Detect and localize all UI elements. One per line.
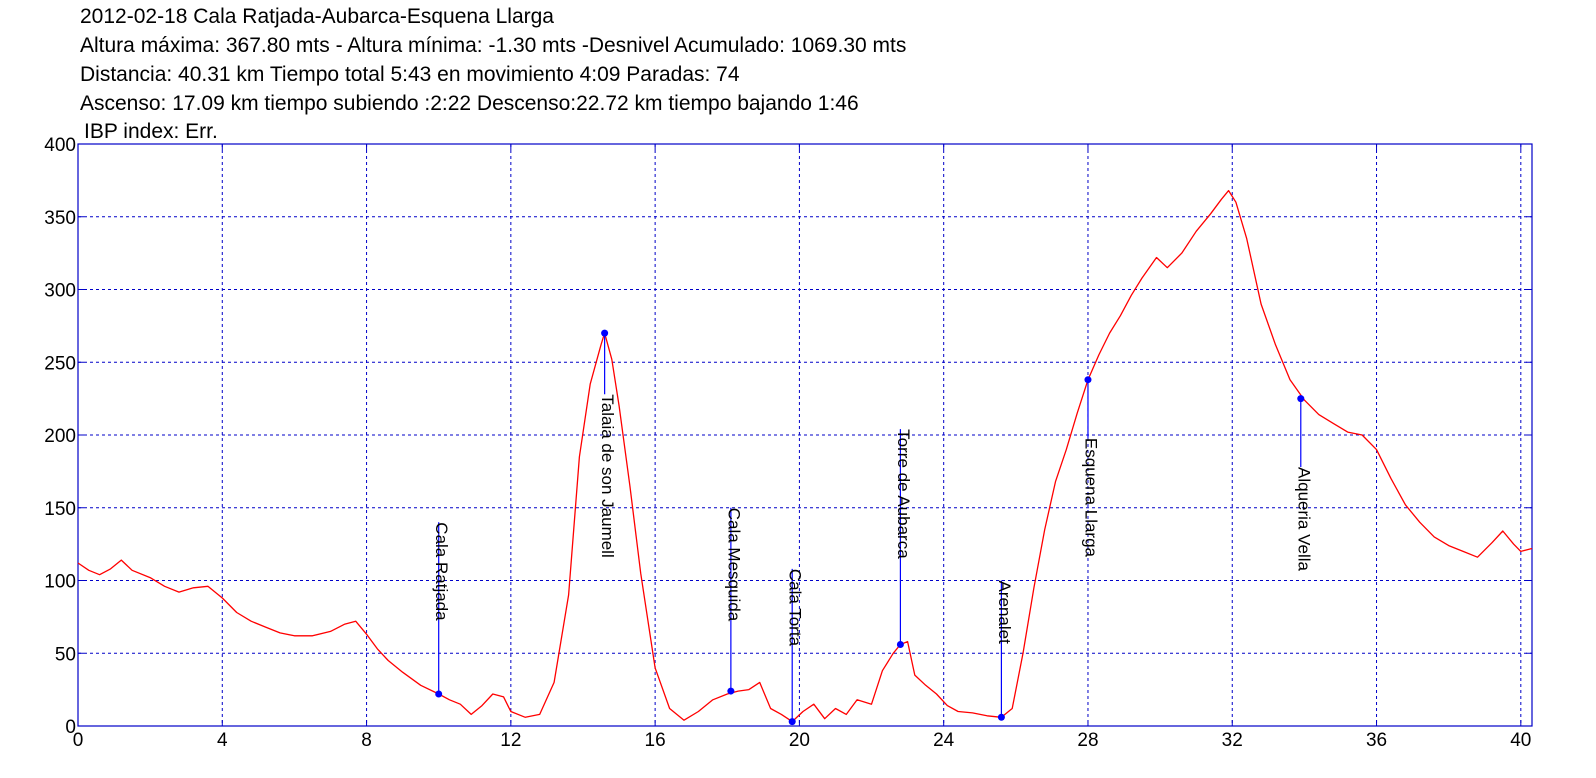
y-tick-label: 300 (44, 281, 76, 302)
waypoints: Cala Ratjada Talaia de son Jaumell Cala Me… (432, 329, 1313, 726)
y-tick-label: 50 (55, 644, 76, 665)
waypoint-label: Cala Torta (786, 569, 805, 647)
waypoint: Esquena Llarga (1081, 376, 1100, 558)
x-tick-label: 40 (1510, 730, 1531, 751)
elevation-line (77, 189, 1533, 723)
waypoint: Arenalet (995, 580, 1014, 721)
waypoint: Cala Ratjada (432, 522, 451, 698)
ibp-index: IBP index: Err. (84, 120, 218, 143)
waypoint-marker (435, 690, 443, 698)
altitude-summary: Altura máxima: 367.80 mts - Altura mínim… (80, 34, 907, 57)
chart-header: 2012-02-18 Cala Ratjada-Aubarca-Esquena … (80, 2, 906, 118)
waypoint-marker (727, 687, 735, 695)
waypoint-marker (601, 329, 609, 337)
waypoint: Cala Torta (786, 568, 805, 726)
x-tick-label: 32 (1222, 730, 1243, 751)
x-tick-label: 36 (1366, 730, 1387, 751)
waypoint-marker (997, 713, 1005, 721)
waypoint: Alqueria Vella (1294, 395, 1313, 572)
y-tick-label: 400 (44, 135, 76, 156)
chart-title: 2012-02-18 Cala Ratjada-Aubarca-Esquena … (80, 5, 554, 28)
x-tick-label: 16 (645, 730, 666, 751)
axis-ticks: 0 4 8 12 16 20 24 28 32 36 40050100150200250300350… (44, 135, 1532, 751)
waypoint-label: Arenalet (995, 581, 1014, 645)
y-tick-label: 200 (44, 426, 76, 447)
y-tick-label: 250 (44, 353, 76, 374)
profile-layer (77, 189, 1533, 723)
waypoint: Torre de Aubarca (894, 429, 913, 649)
ascent-summary: Ascenso: 17.09 km tiempo subiendo :2:22 … (80, 92, 859, 115)
y-tick-label: 350 (44, 208, 76, 229)
x-tick-label: 20 (789, 730, 810, 751)
x-tick-label: 28 (1077, 730, 1098, 751)
x-tick-label: 4 (217, 730, 228, 751)
x-tick-label: 0 (73, 730, 84, 751)
y-tick-label: 0 (65, 717, 76, 738)
waypoint-label: Cala Mesquida (724, 508, 743, 622)
waypoint-label: Alqueria Vella (1294, 467, 1313, 572)
x-tick-label: 8 (361, 730, 372, 751)
y-tick-label: 100 (44, 572, 76, 593)
waypoint-marker (1084, 376, 1092, 384)
waypoint-label: Torre de Aubarca (894, 429, 913, 559)
waypoint-marker (788, 718, 796, 726)
y-tick-label: 150 (44, 499, 76, 520)
x-tick-label: 12 (500, 730, 521, 751)
waypoint-label: Cala Ratjada (432, 522, 451, 621)
waypoint-marker (1297, 395, 1305, 403)
waypoint: Talaia de son Jaumell (598, 329, 617, 558)
waypoint-label: Talaia de son Jaumell (598, 394, 617, 557)
x-tick-label: 24 (933, 730, 955, 751)
distance-summary: Distancia: 40.31 km Tiempo total 5:43 en… (80, 63, 740, 86)
waypoint: Cala Mesquida (724, 507, 743, 695)
waypoint-label: Esquena Llarga (1081, 438, 1100, 558)
waypoint-marker (896, 641, 904, 649)
